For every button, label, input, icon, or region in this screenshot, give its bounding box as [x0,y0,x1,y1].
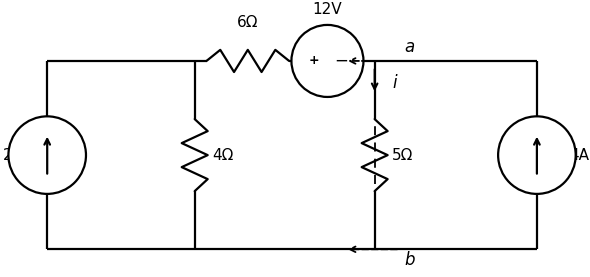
Text: 5Ω: 5Ω [392,148,414,163]
Text: 4Ω: 4Ω [212,148,234,163]
Text: 2A: 2A [3,148,23,163]
Text: b: b [404,252,415,269]
Ellipse shape [8,116,86,194]
Text: −: − [334,52,348,70]
Ellipse shape [498,116,576,194]
Text: 6Ω: 6Ω [237,15,258,30]
Text: +: + [309,55,319,67]
Text: 12V: 12V [313,2,342,17]
Text: i: i [392,74,397,92]
Ellipse shape [291,25,363,97]
Text: 4A: 4A [569,148,589,163]
Text: a: a [404,38,414,56]
